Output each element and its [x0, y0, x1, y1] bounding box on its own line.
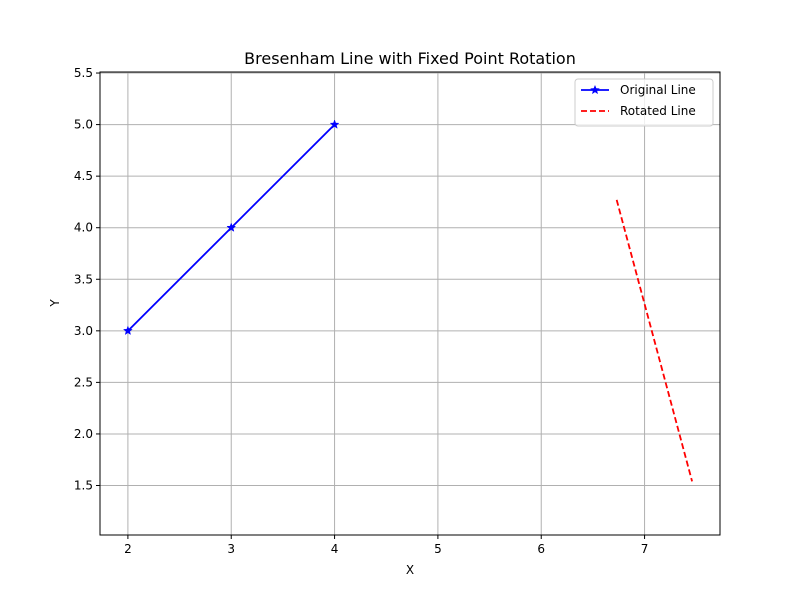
y-tick-label: 4.5	[74, 169, 93, 183]
x-tick-label: 6	[537, 542, 545, 556]
y-tick-label: 2.5	[74, 375, 93, 389]
x-tick-label: 7	[641, 542, 649, 556]
rotated-line-legend-label: Rotated Line	[620, 104, 696, 118]
y-tick-label: 4.0	[74, 221, 93, 235]
series-layer	[122, 119, 693, 482]
y-tick-label: 1.5	[74, 479, 93, 493]
original-line-point-marker	[226, 222, 237, 232]
y-tick-label: 2.0	[74, 427, 93, 441]
x-axis-label: X	[406, 563, 414, 577]
x-tick-label: 5	[434, 542, 442, 556]
rotated-line-series-line	[615, 199, 693, 482]
original-line-legend-label: Original Line	[620, 83, 696, 97]
original-line-point-marker	[122, 325, 133, 336]
y-tick-label: 3.0	[74, 324, 93, 338]
original-line-point-marker	[329, 119, 340, 129]
legend-box	[574, 78, 714, 127]
y-tick-label: 5.0	[74, 118, 93, 132]
chart-title: Bresenham Line with Fixed Point Rotation	[244, 49, 576, 68]
legend-entries: Original Line Rotated Line	[581, 83, 696, 118]
y-axis-label: Y	[48, 299, 62, 308]
legend: Original Line Rotated Line	[574, 78, 714, 127]
x-tick-label: 2	[124, 542, 132, 556]
y-tick-label: 3.5	[74, 272, 93, 286]
x-tick-label: 4	[331, 542, 339, 556]
ticks-layer: 2 3 4 5 6 7 1.5 2.0 2.5 3.0 3.5 4.0 4.5 5.0 5.5	[74, 66, 648, 556]
grid-layer	[100, 72, 720, 535]
plot-frame	[99, 71, 721, 536]
original-line-legend-marker	[590, 84, 600, 95]
x-tick-label: 3	[227, 542, 235, 556]
y-tick-label: 5.5	[74, 66, 93, 80]
